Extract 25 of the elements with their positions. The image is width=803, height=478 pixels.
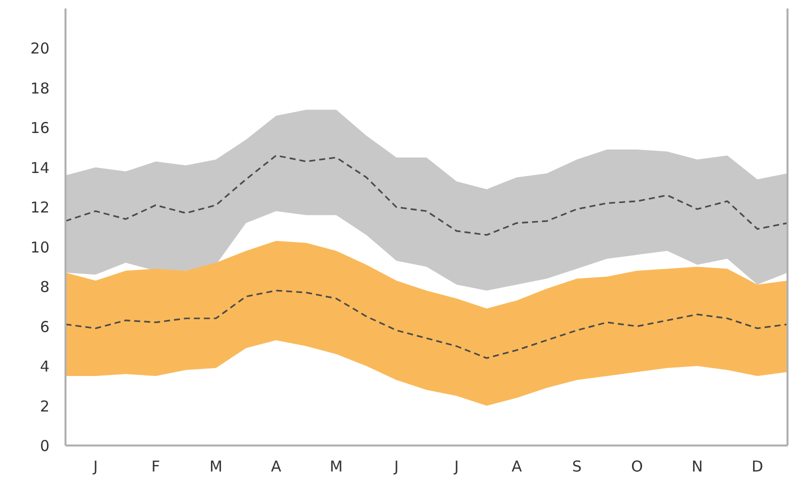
- line-series: [66, 154, 788, 236]
- y-tick-label: 16: [30, 119, 50, 138]
- x-tick-label: J: [453, 458, 459, 476]
- y-tick-label: 0: [40, 437, 50, 455]
- y-tick-label: 14: [30, 158, 50, 177]
- x-tick-label: A: [512, 458, 523, 476]
- x-tick-label: J: [92, 458, 98, 476]
- line-series: [66, 290, 788, 359]
- y-tick-label: 2: [40, 397, 50, 416]
- x-tick-label: F: [151, 458, 160, 476]
- x-tick-label: M: [330, 458, 343, 476]
- y-tick-label: 10: [30, 238, 50, 256]
- y-tick-label: 12: [30, 198, 50, 217]
- y-tick-label: 4: [40, 358, 50, 376]
- x-tick-label: A: [270, 458, 282, 476]
- x-tick-label: S: [572, 458, 582, 476]
- x-tick-label: O: [631, 458, 643, 476]
- y-tick-label: 18: [30, 79, 50, 98]
- y-tick-label: 20: [30, 40, 50, 58]
- y-tick-label: 8: [40, 278, 50, 296]
- x-tick-label: M: [209, 458, 222, 476]
- y-tick-label: 6: [40, 318, 50, 336]
- x-tick-label: J: [393, 458, 399, 476]
- x-tick-label: D: [752, 458, 764, 476]
- x-tick-label: N: [692, 458, 703, 476]
